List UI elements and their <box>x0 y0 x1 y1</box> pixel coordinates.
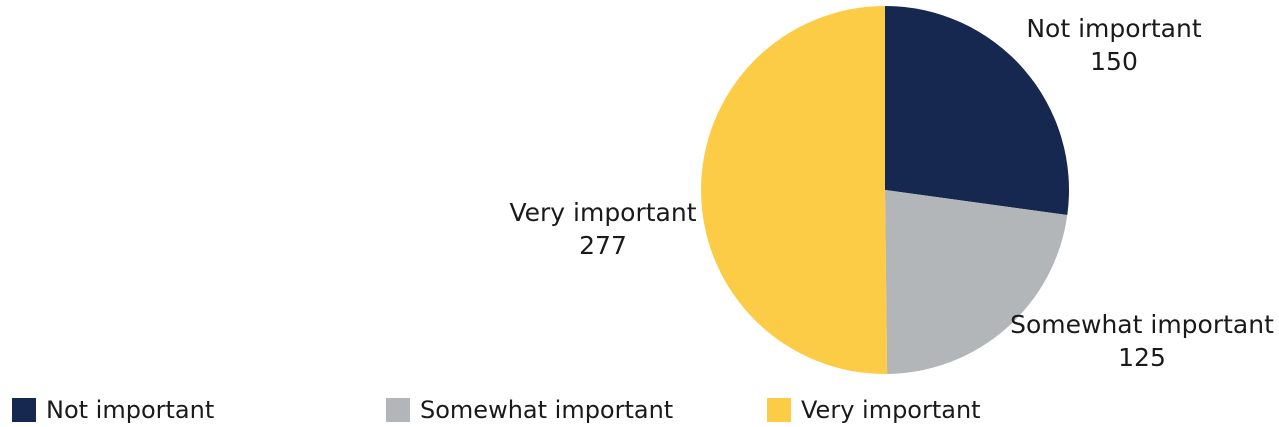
slice-label-not-important: Not important <box>1026 14 1201 43</box>
slice-label-very-important: Very important <box>509 198 696 227</box>
pie-slice-somewhat-important <box>885 190 1068 374</box>
slice-labels: Not important 150 Somewhat important 125 Ver… <box>509 14 1274 372</box>
legend: Not important Somewhat important Very im… <box>12 395 1012 425</box>
pie-slices <box>700 6 1069 374</box>
slice-value-somewhat-important: 125 <box>1118 343 1166 372</box>
slice-value-not-important: 150 <box>1090 47 1138 76</box>
legend-item-not-important: Not important <box>12 395 214 425</box>
pie-slice-not-important <box>885 6 1069 216</box>
legend-item-very-important: Very important <box>767 395 981 425</box>
legend-swatch-somewhat-important <box>386 398 410 422</box>
legend-label-very-important: Very important <box>801 396 981 424</box>
pie-slice-very-important <box>700 6 888 374</box>
legend-swatch-not-important <box>12 398 36 422</box>
legend-label-not-important: Not important <box>46 396 215 424</box>
legend-label-somewhat-important: Somewhat important <box>420 396 674 424</box>
legend-item-somewhat-important: Somewhat important <box>386 395 673 425</box>
legend-swatch-very-important <box>767 398 791 422</box>
slice-value-very-important: 277 <box>579 231 627 260</box>
slice-label-somewhat-important: Somewhat important <box>1010 310 1274 339</box>
